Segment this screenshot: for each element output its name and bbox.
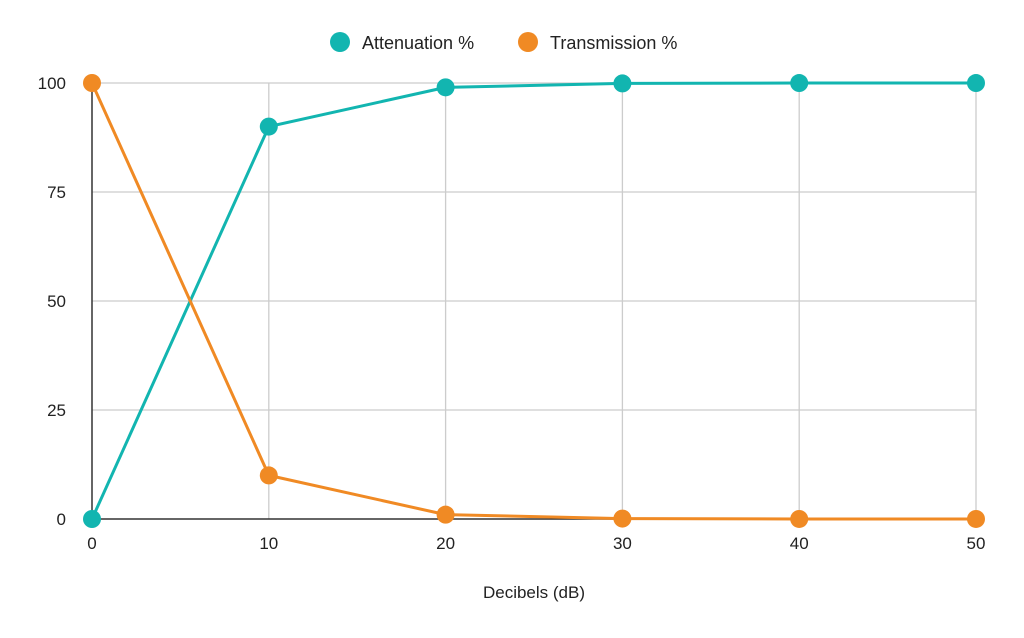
data-point[interactable] (259, 466, 278, 485)
legend-marker (518, 32, 538, 52)
series (83, 74, 985, 528)
y-tick-label: 50 (47, 292, 66, 311)
data-point[interactable] (83, 74, 101, 92)
legend-label: Attenuation % (362, 33, 474, 53)
x-axis-title: Decibels (dB) (483, 583, 585, 602)
x-tick-label: 30 (613, 534, 632, 553)
legend-item[interactable]: Transmission % (518, 32, 677, 53)
data-point[interactable] (259, 117, 278, 136)
data-point[interactable] (436, 78, 455, 97)
gridlines (92, 82, 977, 519)
legend-item[interactable]: Attenuation % (330, 32, 474, 53)
x-tick-label: 20 (436, 534, 455, 553)
data-point[interactable] (790, 74, 809, 93)
legend: Attenuation % Transmission % (330, 32, 677, 53)
data-point[interactable] (613, 74, 632, 93)
y-tick-label: 0 (57, 510, 66, 529)
y-tick-label: 25 (47, 401, 66, 420)
series-2 (83, 74, 985, 528)
legend-label: Transmission % (550, 33, 677, 53)
data-point[interactable] (83, 510, 101, 528)
data-point[interactable] (613, 509, 632, 528)
x-tick-label: 0 (87, 534, 96, 553)
series-1 (83, 74, 985, 528)
data-point[interactable] (967, 74, 985, 93)
data-point[interactable] (436, 505, 455, 524)
y-tick-label: 100 (38, 74, 66, 93)
legend-marker (330, 32, 350, 52)
x-tick-label: 50 (967, 534, 986, 553)
x-tick-label: 40 (790, 534, 809, 553)
y-tick-label: 75 (47, 183, 66, 202)
series-line (90, 81, 977, 520)
series-line (90, 82, 977, 521)
x-tick-label: 10 (259, 534, 278, 553)
data-point[interactable] (967, 509, 985, 528)
axes: 0 25 50 75 100 0 10 20 30 40 50 (38, 74, 986, 553)
data-point[interactable] (790, 509, 809, 528)
